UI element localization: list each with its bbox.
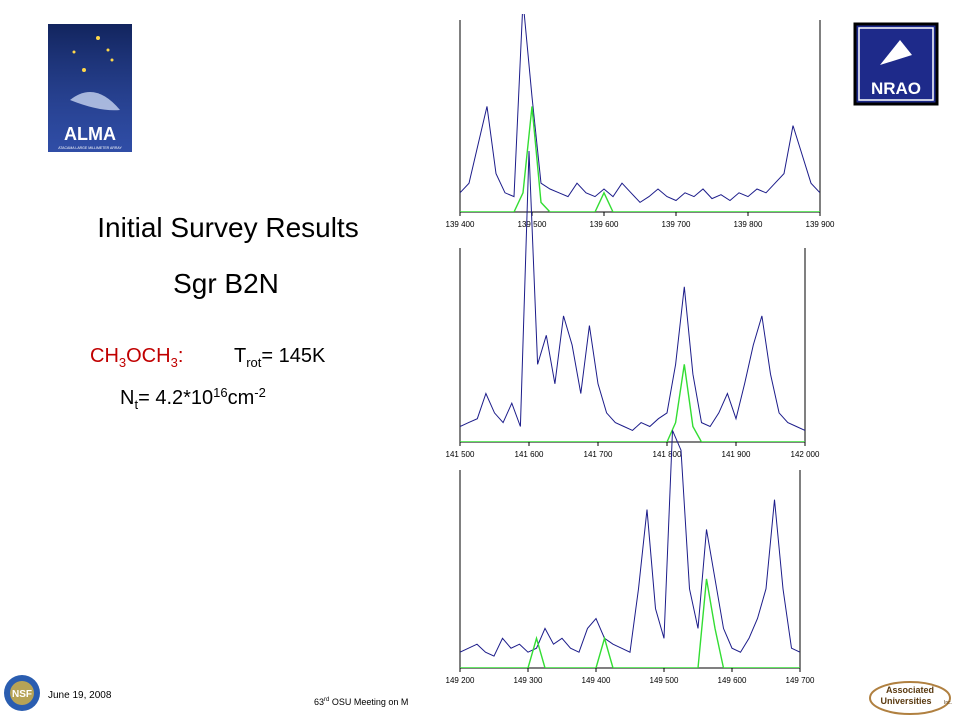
text: 63 <box>314 697 324 707</box>
text: T <box>234 345 246 367</box>
text: rd <box>324 697 329 703</box>
aui-text: Inc. <box>944 700 952 706</box>
x-tick-label: 141 900 <box>722 450 751 459</box>
trot: Trot= 145K <box>234 345 326 370</box>
x-tick-label: 149 300 <box>514 676 543 685</box>
spectrum-line <box>460 14 820 204</box>
molecule: CH3OCH3: <box>90 345 183 370</box>
x-tick-label: 141 700 <box>584 450 613 459</box>
x-tick-label: 141 600 <box>515 450 544 459</box>
spectra: 139 400 139 500 139 600 139 700 139 800 139 9… <box>446 14 835 685</box>
x-tick-label: 139 900 <box>806 220 835 229</box>
subtitle: Sgr B2N <box>173 268 279 299</box>
alma-logo: ALMA ATACAMA LARGE MILLIMETER ARRAY <box>48 24 132 152</box>
x-tick-label: 149 200 <box>446 676 475 685</box>
spectrum-line <box>460 150 805 431</box>
alma-text: ALMA <box>64 124 116 144</box>
x-tick-label: 149 400 <box>582 676 611 685</box>
aui-logo: Associated Universities Inc. <box>869 681 952 715</box>
x-tick-label: 139 700 <box>662 220 691 229</box>
text: 3 <box>119 355 126 370</box>
aui-text: Associated <box>886 685 934 695</box>
nrao-text: NRAO <box>871 79 921 98</box>
text: -2 <box>254 385 266 400</box>
date: June 19, 2008 <box>48 690 112 701</box>
text: cm <box>228 387 255 409</box>
x-tick-label: 149 600 <box>718 676 747 685</box>
alma-subtext: ATACAMA LARGE MILLIMETER ARRAY <box>58 146 122 150</box>
footer: 63rd OSU Meeting on M <box>314 697 408 707</box>
x-tick-label: 141 500 <box>446 450 475 459</box>
text: t <box>134 397 138 412</box>
spectrum-chart: 149 200 149 300 149 400 149 500 149 600 149 7… <box>446 430 815 685</box>
nsf-text: NSF <box>12 689 32 700</box>
text: : <box>178 345 184 367</box>
x-tick-label: 149 500 <box>650 676 679 685</box>
nsf-logo: NSF <box>4 675 40 711</box>
text: OCH <box>126 345 170 367</box>
x-tick-label: 149 700 <box>786 676 815 685</box>
spectrum-line <box>460 106 820 212</box>
aui-text: Universities <box>880 696 931 706</box>
text: OSU Meeting on M <box>329 697 408 707</box>
text: 16 <box>213 385 227 400</box>
text: = 145K <box>261 345 326 367</box>
nrao-logo: NRAO <box>853 22 939 106</box>
x-tick-label: 141 800 <box>653 450 682 459</box>
text: N <box>120 387 134 409</box>
text: = 4.2*10 <box>138 387 213 409</box>
x-tick-label: 142 000 <box>791 450 820 459</box>
spectrum-line <box>460 430 800 657</box>
x-tick-label: 139 400 <box>446 220 475 229</box>
spectrum-chart: 141 500 141 600 141 700 141 800 141 900 142 0… <box>446 150 820 459</box>
x-tick-label: 139 600 <box>590 220 619 229</box>
nt: Nt= 4.2*1016cm-2 <box>120 385 266 412</box>
text: rot <box>246 355 262 370</box>
text: CH <box>90 345 119 367</box>
title: Initial Survey Results <box>97 212 358 243</box>
x-tick-label: 139 800 <box>734 220 763 229</box>
text: 3 <box>171 355 178 370</box>
